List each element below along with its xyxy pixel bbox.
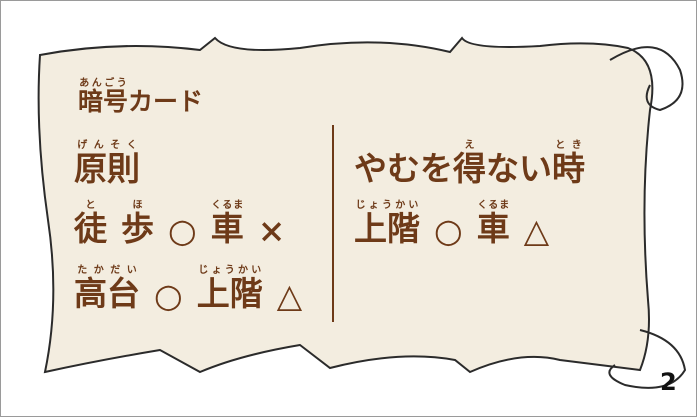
base-text: 暗号 (78, 87, 129, 116)
furigana: あんごう (78, 78, 129, 89)
segment: △ (277, 276, 302, 315)
segment: 上階じょうかい (197, 265, 263, 315)
ruby-text: 歩ほ (121, 200, 154, 248)
furigana: げんそく (74, 140, 140, 151)
base-text: カード (128, 87, 204, 116)
segment: 上階じょうかい (354, 200, 420, 250)
segment: 車くるま (211, 200, 244, 250)
base-text: 上階 (354, 209, 420, 248)
ruby-text: 徒と (74, 200, 107, 248)
base-text: △ (276, 276, 303, 315)
page-number: 2 (660, 368, 677, 396)
left-line: 高台たかだい ○ 上階じょうかい △ (74, 265, 316, 315)
segment: 暗号あんごう (78, 78, 128, 118)
furigana: くるま (210, 200, 244, 211)
title: 暗号あんごう カード (78, 78, 203, 118)
base-text: 車 (210, 209, 244, 248)
ruby-text: 上階じょうかい (196, 265, 263, 313)
base-text: 歩 (121, 209, 154, 248)
left-heading: 原則げんそく (74, 140, 140, 190)
furigana: と (74, 200, 107, 211)
segment: ○ (154, 276, 183, 315)
furigana: じょうかい (354, 200, 420, 211)
furigana: え (453, 140, 486, 151)
segment: 車くるま (477, 200, 510, 250)
ruby-text: 車くるま (476, 200, 510, 248)
base-text: やむを (354, 149, 453, 188)
segment: 高台たかだい (74, 265, 140, 315)
segment: ない (486, 142, 552, 190)
base-text: ○ (168, 211, 197, 250)
base-text: 得 (453, 149, 486, 188)
right-heading: やむを 得え ない 時とき (354, 140, 585, 190)
base-text: 高台 (74, 274, 140, 313)
ruby-text: 時とき (552, 140, 585, 188)
ruby-text: 高台たかだい (74, 265, 140, 313)
base-text: × (257, 211, 286, 250)
ruby-text: 車くるま (210, 200, 244, 248)
ruby-text: 上階じょうかい (354, 200, 420, 248)
segment: 歩ほ (121, 200, 154, 250)
ruby-text: 得え (453, 140, 486, 188)
furigana: とき (552, 140, 585, 151)
base-text: 車 (476, 209, 510, 248)
base-text: 徒 (74, 209, 107, 248)
furigana: じょうかい (196, 265, 263, 276)
base-text: △ (523, 211, 550, 250)
base-text: ○ (154, 276, 183, 315)
segment: △ (524, 211, 549, 250)
right-line: 上階じょうかい ○ 車くるま △ (354, 200, 563, 250)
left-line: 徒と 歩ほ ○ 車くるま × (74, 200, 299, 250)
base-text: 時 (552, 149, 585, 188)
base-text: 原則 (74, 149, 140, 188)
ruby-text: 原則げんそく (74, 140, 140, 188)
segment: やむを (354, 142, 453, 190)
base-text: 上階 (196, 274, 263, 313)
segment: 原則げんそく (74, 140, 140, 190)
scroll-roll (608, 46, 687, 389)
base-text: ない (486, 149, 552, 188)
base-text: ○ (434, 211, 463, 250)
segment: 時とき (552, 140, 585, 190)
ruby-text: 暗号あんごう (78, 78, 129, 116)
furigana: くるま (476, 200, 510, 211)
scroll-paper (37, 36, 654, 374)
furigana: ほ (121, 200, 154, 211)
segment: × (258, 211, 286, 250)
segment: 得え (453, 140, 486, 190)
segment: ○ (168, 211, 197, 250)
segment: ○ (434, 211, 463, 250)
segment: カード (128, 82, 203, 118)
furigana: たかだい (74, 265, 140, 276)
segment: 徒と (74, 200, 107, 250)
